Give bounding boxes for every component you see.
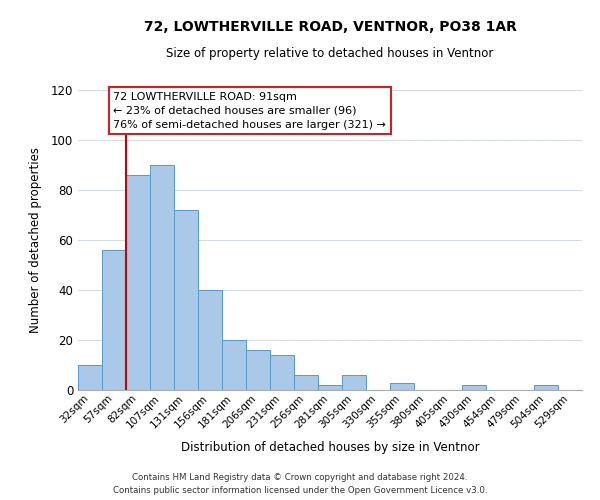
Bar [390, 382, 414, 390]
Bar [270, 355, 294, 390]
Bar [174, 210, 198, 390]
Bar [246, 350, 270, 390]
Text: 72 LOWTHERVILLE ROAD: 91sqm
← 23% of detached houses are smaller (96)
76% of sem: 72 LOWTHERVILLE ROAD: 91sqm ← 23% of det… [113, 92, 386, 130]
Text: Size of property relative to detached houses in Ventnor: Size of property relative to detached ho… [166, 48, 494, 60]
Text: 72, LOWTHERVILLE ROAD, VENTNOR, PO38 1AR: 72, LOWTHERVILLE ROAD, VENTNOR, PO38 1AR [143, 20, 517, 34]
Bar [198, 290, 222, 390]
Bar [318, 385, 342, 390]
Bar [150, 165, 174, 390]
Bar [126, 175, 150, 390]
Bar [462, 385, 486, 390]
Y-axis label: Number of detached properties: Number of detached properties [29, 147, 43, 333]
Bar [534, 385, 558, 390]
X-axis label: Distribution of detached houses by size in Ventnor: Distribution of detached houses by size … [181, 440, 479, 454]
Bar [78, 365, 102, 390]
Bar [102, 250, 126, 390]
Bar [294, 375, 318, 390]
Bar [222, 340, 246, 390]
Bar [342, 375, 366, 390]
Text: Contains HM Land Registry data © Crown copyright and database right 2024.
Contai: Contains HM Land Registry data © Crown c… [113, 473, 487, 495]
